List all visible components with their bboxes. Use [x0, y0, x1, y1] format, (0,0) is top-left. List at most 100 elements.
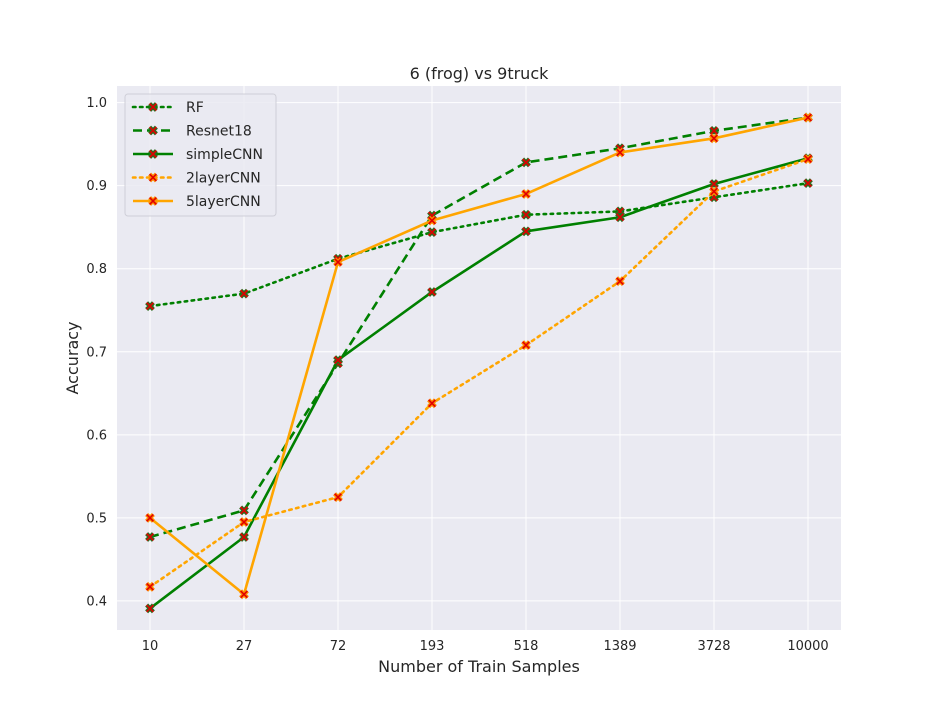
marker-core [334, 493, 342, 502]
data-point [709, 179, 719, 189]
series-line [148, 157, 810, 589]
marker-core [146, 604, 154, 613]
series-line [149, 157, 809, 610]
legend-item: RF [131, 100, 204, 116]
marker-core [149, 173, 157, 182]
data-point [521, 157, 531, 168]
legend-box [124, 93, 277, 217]
data-point [709, 133, 719, 144]
legend-item: 5layerCNN [133, 194, 261, 210]
data-point [239, 589, 249, 600]
data-point [709, 186, 719, 197]
data-point [521, 340, 531, 351]
data-point [145, 512, 155, 523]
chart-title: 6 (frog) vs 9truck [410, 64, 550, 83]
legend-item: Resnet18 [133, 124, 252, 140]
legend-marker [148, 196, 158, 206]
data-point [427, 398, 437, 409]
data-point [239, 505, 249, 516]
legend: RF Resnet18 simpleCNN 2layerCNN 5layerCNN [124, 93, 277, 217]
data-point [333, 492, 343, 502]
ticks: 10 27 72 193 518 1389 3728 10000 0.4 0.5 0.6 0.7 0.8… [86, 96, 828, 654]
data-point [333, 257, 343, 267]
x-tick-label: 27 [236, 639, 253, 654]
legend-marker [148, 125, 158, 136]
y-axis-label: Accuracy [63, 321, 82, 394]
marker-core [804, 179, 812, 188]
marker-core [334, 258, 342, 267]
legend-item: simpleCNN [133, 147, 263, 163]
x-tick-label: 10000 [787, 639, 828, 654]
y-tick-label: 0.9 [86, 179, 107, 194]
series-layer [145, 112, 813, 614]
marker-core [149, 103, 157, 111]
grid [117, 86, 841, 630]
data-point [803, 178, 813, 189]
marker-core [146, 533, 154, 541]
series-line [149, 116, 809, 596]
y-tick-label: 0.7 [86, 345, 107, 360]
marker-core [149, 197, 157, 205]
y-tick-label: 0.6 [86, 428, 107, 443]
y-tick-label: 0.8 [86, 262, 107, 277]
marker-core [522, 190, 530, 198]
x-tick-label: 72 [330, 639, 347, 654]
x-tick-label: 3728 [697, 639, 730, 654]
data-point [145, 603, 155, 614]
data-point [145, 532, 155, 542]
marker-core [334, 356, 342, 365]
data-point [427, 287, 437, 297]
marker-core [149, 150, 157, 158]
legend-marker [148, 102, 158, 112]
data-point [521, 226, 531, 237]
legend-label: Resnet18 [186, 124, 252, 140]
legend-label: 5layerCNN [186, 194, 261, 210]
series-simpleCNN [145, 153, 813, 614]
legend-marker [148, 172, 158, 183]
data-point [239, 288, 249, 299]
series-5layerCNN [145, 112, 813, 600]
legend-label: RF [186, 100, 204, 116]
legend-label: 2layerCNN [186, 171, 261, 187]
marker-core [616, 277, 624, 286]
marker-core [240, 533, 248, 541]
marker-core [710, 134, 718, 143]
x-axis-label: Number of Train Samples [378, 657, 580, 676]
marker-core [240, 506, 248, 515]
series-2layerCNN [145, 154, 813, 592]
data-point [239, 517, 249, 527]
series-line [148, 181, 810, 308]
marker-core [146, 582, 154, 591]
x-tick-label: 1389 [603, 639, 636, 654]
marker-core [616, 213, 624, 222]
marker-core [240, 518, 248, 526]
x-tick-label: 518 [514, 639, 539, 654]
marker-core [522, 158, 530, 167]
marker-core [522, 341, 530, 350]
marker-core [149, 126, 157, 135]
legend-item: 2layerCNN [131, 171, 261, 187]
data-point [709, 125, 719, 136]
legend-marker [148, 149, 158, 159]
marker-core [428, 399, 436, 408]
marker-core [522, 227, 530, 236]
data-point [145, 581, 155, 592]
data-point [615, 147, 625, 158]
marker-core [240, 590, 248, 599]
marker-core [240, 289, 248, 298]
data-point [615, 212, 625, 223]
marker-core [428, 216, 436, 225]
marker-core [522, 210, 530, 219]
marker-core [710, 187, 718, 196]
data-point [427, 227, 437, 238]
legend-label: simpleCNN [186, 147, 263, 163]
marker-core [710, 180, 718, 188]
data-point [803, 154, 813, 164]
data-point [239, 532, 249, 542]
data-point [333, 355, 343, 365]
data-point [145, 301, 155, 311]
data-point [521, 209, 531, 220]
marker-core [616, 148, 624, 157]
